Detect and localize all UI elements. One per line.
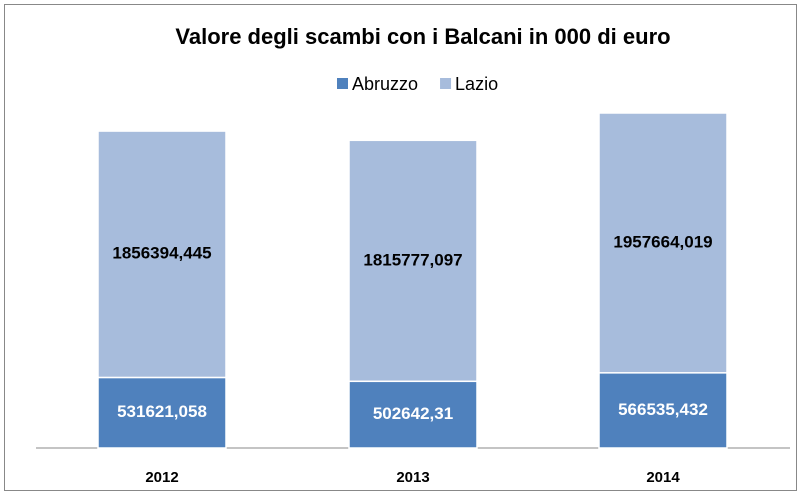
bar-segment bbox=[348, 139, 478, 383]
chart-title: Valore degli scambi con i Balcani in 000… bbox=[175, 24, 670, 49]
x-tick-label: 2012 bbox=[145, 469, 178, 486]
legend-swatch bbox=[440, 78, 452, 89]
x-tick-label: 2014 bbox=[646, 469, 680, 486]
x-tick-label: 2013 bbox=[396, 469, 429, 486]
bar-segment bbox=[348, 380, 478, 449]
bar-segment bbox=[97, 376, 227, 449]
data-label: 1856394,445 bbox=[112, 244, 211, 263]
bar-segment bbox=[598, 372, 728, 449]
bar-segment bbox=[598, 112, 728, 374]
legend-swatch bbox=[337, 78, 348, 89]
data-label: 1815777,097 bbox=[363, 250, 462, 269]
data-label: 1957664,019 bbox=[613, 232, 712, 251]
legend-label: Lazio bbox=[455, 74, 498, 94]
bar-segment bbox=[97, 130, 227, 379]
data-label: 566535,432 bbox=[618, 400, 708, 419]
data-label: 502642,31 bbox=[373, 404, 453, 423]
legend-label: Abruzzo bbox=[352, 74, 418, 94]
data-label: 531621,058 bbox=[117, 402, 207, 421]
